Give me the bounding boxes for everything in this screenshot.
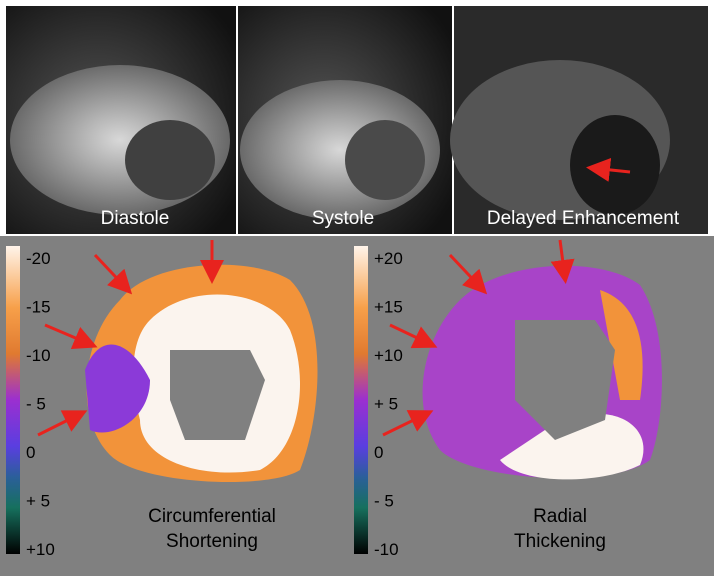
map-caption: Circumferential: [148, 506, 276, 527]
colorbar-label: -10: [374, 540, 399, 559]
arrow: [93, 253, 133, 295]
colorbar-label: + 5: [26, 492, 50, 511]
colorbar-label: - 5: [26, 395, 46, 414]
arrows: [37, 239, 575, 437]
colorbar-label: +20: [374, 249, 403, 268]
arrow: [382, 410, 434, 437]
myocardium: [345, 120, 425, 200]
panel-label: Systole: [312, 208, 374, 229]
colorbar-label: - 5: [374, 492, 394, 511]
colorbar-label: 0: [374, 443, 383, 462]
mri-row: Diastole Systole Delayed Enhancement: [6, 6, 708, 234]
arrow: [448, 253, 488, 295]
labels: -20 -15 -10 - 5 0 + 5 +10 Circumferential Shorte…: [26, 249, 606, 559]
strain-region: [500, 413, 644, 480]
myocardium: [570, 115, 660, 215]
colorbar-label: -15: [26, 298, 51, 317]
colorbar-label: -10: [26, 346, 51, 365]
map-caption: Shortening: [166, 531, 258, 552]
colorbar-label: +10: [26, 540, 55, 559]
colorbar: [354, 246, 368, 554]
map-left: [6, 246, 318, 554]
panel-label: Diastole: [101, 208, 170, 229]
colorbar-label: 0: [26, 443, 35, 462]
panel-label: Delayed Enhancement: [487, 208, 680, 229]
map-right: [354, 246, 662, 554]
lumen: [170, 350, 265, 440]
colorbar-label: +15: [374, 298, 403, 317]
arrow: [586, 157, 631, 182]
myocardium: [125, 120, 215, 200]
strain-region: [600, 290, 643, 400]
arrow: [389, 323, 438, 349]
colorbar: [6, 246, 20, 554]
arrow: [37, 410, 88, 437]
map-caption: Thickening: [514, 531, 606, 552]
colorbar-label: +10: [374, 346, 403, 365]
colorbar-label: + 5: [374, 395, 398, 414]
colorbar-label: -20: [26, 249, 51, 268]
arrow: [44, 323, 98, 349]
map-caption: Radial: [533, 506, 587, 527]
arrow: [550, 239, 575, 284]
lumen: [515, 320, 615, 440]
strain-region: [85, 344, 150, 433]
